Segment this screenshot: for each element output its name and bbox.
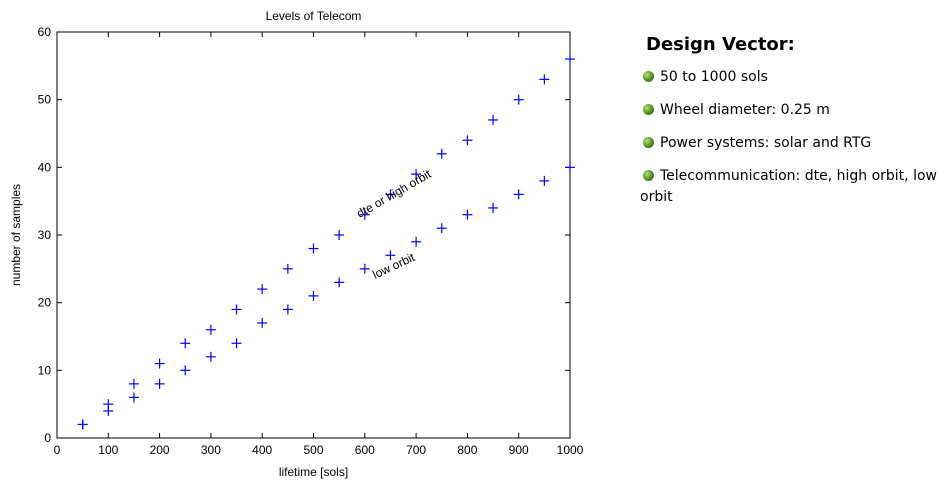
x-tick-label: 500 (303, 443, 323, 457)
scatter-chart: Levels of Telecom 0 100 200 300 400 500 600 700… (9, 9, 584, 479)
data-point-series-1 (231, 338, 242, 349)
data-point-series-1 (488, 202, 499, 213)
data-point-series-1 (565, 162, 575, 173)
series-annotation: low orbit (370, 250, 417, 282)
data-point-series-1 (257, 317, 268, 328)
design-item-text: Telecommunication: dte, high orbit, low … (640, 168, 937, 205)
x-tick-label: 100 (98, 443, 118, 457)
y-axis-label: number of samples (9, 184, 23, 286)
data-point-series-0 (154, 358, 165, 369)
data-point-series-1 (77, 419, 88, 430)
x-tick-label: 400 (252, 443, 272, 457)
data-point-series-1 (359, 263, 370, 274)
series-annotation: dte or high orbit (354, 167, 434, 221)
x-axis: 0 100 200 300 400 500 600 700 800 900 1000 (54, 32, 584, 457)
design-item-sols: 50 to 1000 sols (640, 67, 938, 88)
data-point-series-0 (385, 189, 396, 200)
green-sphere-bullet-icon (643, 137, 654, 148)
design-vector-panel: Design Vector: 50 to 1000 sols Wheel dia… (640, 34, 938, 220)
data-point-series-1 (513, 189, 524, 200)
data-point-series-1 (436, 223, 447, 234)
data-point-series-0 (308, 243, 319, 254)
y-tick-label: 30 (38, 228, 52, 242)
data-point-series-0 (513, 94, 524, 105)
data-point-series-1 (282, 304, 293, 315)
y-tick-label: 20 (38, 296, 52, 310)
data-point-series-0 (128, 378, 139, 389)
x-tick-label: 600 (355, 443, 375, 457)
x-tick-label: 0 (54, 443, 61, 457)
y-tick-label: 10 (38, 363, 52, 377)
data-point-series-0 (488, 114, 499, 125)
x-axis-label: lifetime [sols] (279, 465, 348, 479)
chart-title: Levels of Telecom (266, 9, 362, 23)
x-tick-label: 800 (457, 443, 477, 457)
data-point-series-1 (385, 250, 396, 261)
design-item-telecom: Telecommunication: dte, high orbit, low … (640, 166, 938, 208)
x-tick-label: 900 (509, 443, 529, 457)
data-point-series-1 (103, 405, 114, 416)
data-point-series-0 (539, 74, 550, 85)
y-tick-label: 0 (44, 431, 51, 445)
data-point-series-1 (154, 378, 165, 389)
data-point-series-1 (539, 175, 550, 186)
design-item-text: Power systems: solar and RTG (660, 135, 872, 151)
plot-frame (56, 31, 571, 439)
data-point-series-1 (462, 209, 473, 220)
green-sphere-bullet-icon (643, 71, 654, 82)
x-tick-label: 300 (201, 443, 221, 457)
design-item-text: Wheel diameter: 0.25 m (660, 102, 830, 118)
data-point-series-1 (308, 290, 319, 301)
data-point-series-0 (436, 148, 447, 159)
y-tick-label: 60 (38, 25, 52, 39)
data-point-series-0 (205, 324, 216, 335)
y-axis: 0 10 20 30 40 50 60 (38, 25, 570, 445)
design-item-power: Power systems: solar and RTG (640, 133, 938, 154)
data-points (77, 54, 575, 430)
data-point-series-0 (411, 169, 422, 180)
data-point-series-0 (334, 230, 345, 240)
data-point-series-0 (180, 338, 191, 349)
data-point-series-1 (180, 365, 191, 376)
green-sphere-bullet-icon (643, 170, 654, 181)
data-point-series-1 (128, 392, 139, 403)
data-point-series-1 (411, 236, 422, 247)
design-item-text: 50 to 1000 sols (660, 69, 768, 85)
data-point-series-1 (205, 351, 216, 362)
design-item-wheel: Wheel diameter: 0.25 m (640, 100, 938, 121)
y-tick-label: 40 (38, 160, 52, 174)
annotations: dte or high orbit low orbit (354, 167, 434, 282)
y-tick-label: 50 (38, 93, 52, 107)
green-sphere-bullet-icon (643, 104, 654, 115)
x-tick-label: 200 (150, 443, 170, 457)
data-point-series-0 (565, 54, 575, 65)
data-point-series-0 (462, 135, 473, 146)
data-point-series-1 (334, 277, 345, 288)
data-point-series-0 (231, 304, 242, 315)
data-point-series-0 (359, 209, 370, 220)
x-tick-label: 1000 (557, 443, 584, 457)
x-tick-label: 700 (406, 443, 426, 457)
data-point-series-0 (282, 263, 293, 274)
design-vector-heading: Design Vector: (646, 34, 795, 55)
data-point-series-0 (257, 284, 268, 295)
